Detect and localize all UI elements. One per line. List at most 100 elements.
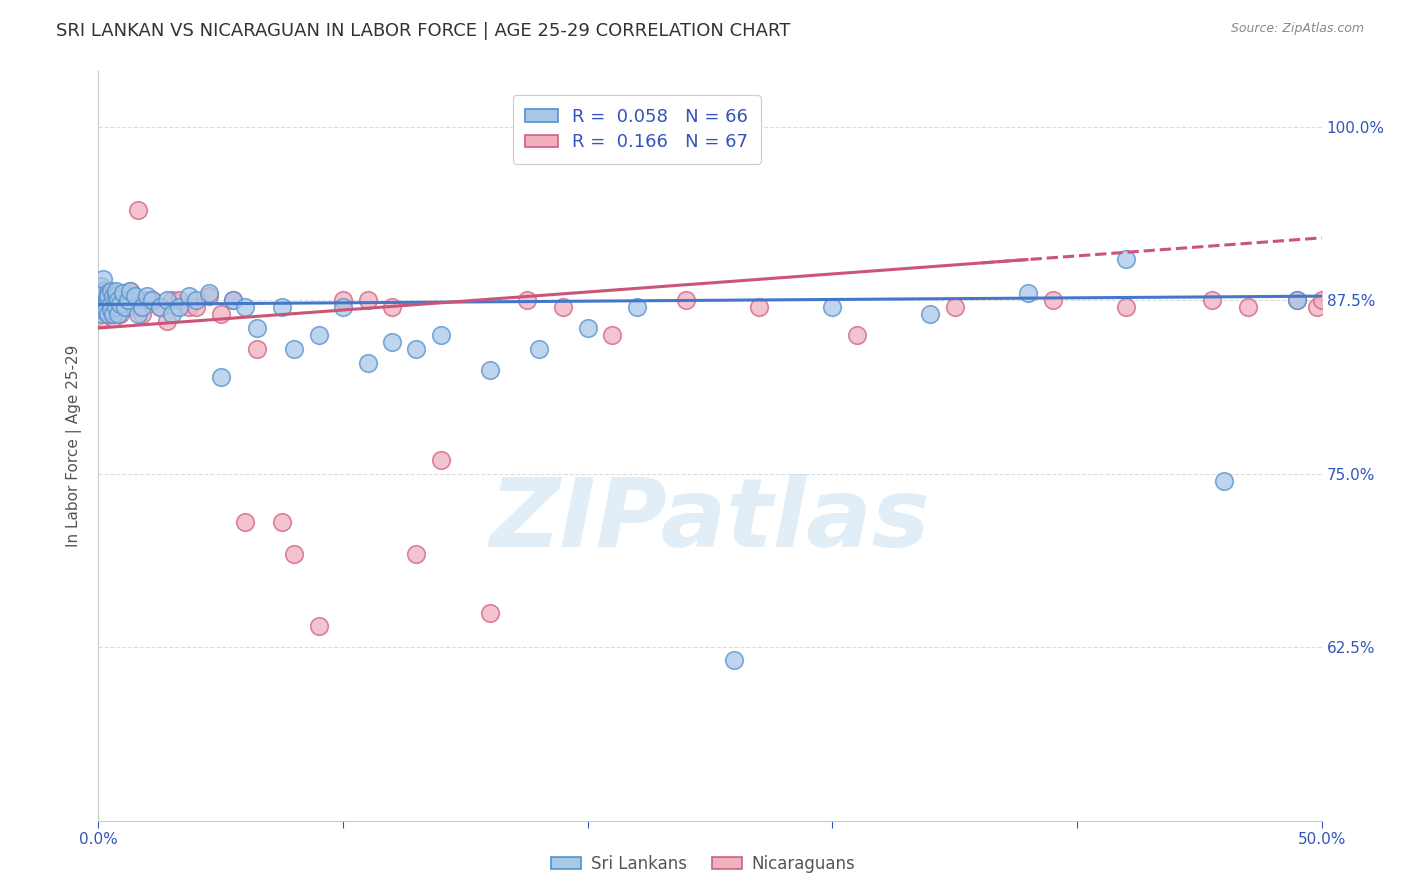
Point xyxy=(104,289,127,303)
Text: SRI LANKAN VS NICARAGUAN IN LABOR FORCE | AGE 25-29 CORRELATION CHART: SRI LANKAN VS NICARAGUAN IN LABOR FORCE … xyxy=(56,22,790,40)
Point xyxy=(1042,293,1064,308)
Point xyxy=(845,328,868,343)
Point xyxy=(920,307,942,321)
Text: ZIPatlas: ZIPatlas xyxy=(489,475,931,567)
Point xyxy=(430,328,453,343)
Point xyxy=(1237,300,1260,314)
Point xyxy=(821,300,844,314)
Point xyxy=(356,356,378,370)
Point xyxy=(527,342,550,356)
Legend: R =  0.058   N = 66, R =  0.166   N = 67: R = 0.058 N = 66, R = 0.166 N = 67 xyxy=(513,95,761,164)
Point xyxy=(177,300,200,314)
Point xyxy=(283,547,305,561)
Point xyxy=(97,293,120,308)
Point xyxy=(136,293,159,308)
Point xyxy=(97,307,120,321)
Point xyxy=(131,300,153,314)
Point xyxy=(114,293,136,308)
Point xyxy=(748,300,770,314)
Point xyxy=(91,297,114,311)
Point xyxy=(124,289,146,303)
Point xyxy=(101,311,124,326)
Point xyxy=(167,293,190,308)
Point xyxy=(1201,293,1223,308)
Point xyxy=(90,289,112,303)
Point xyxy=(270,300,294,314)
Point xyxy=(94,297,117,311)
Point xyxy=(91,289,114,303)
Point xyxy=(1017,286,1039,301)
Point xyxy=(94,303,117,318)
Point xyxy=(149,300,172,314)
Point xyxy=(1286,293,1309,308)
Point xyxy=(91,311,114,326)
Point xyxy=(600,328,623,343)
Point xyxy=(91,303,114,318)
Point xyxy=(94,293,117,308)
Point xyxy=(209,369,232,384)
Point xyxy=(233,300,256,314)
Point xyxy=(1310,293,1333,308)
Point xyxy=(90,300,112,314)
Legend: Sri Lankans, Nicaraguans: Sri Lankans, Nicaraguans xyxy=(544,848,862,880)
Point xyxy=(270,516,294,530)
Point xyxy=(156,293,179,308)
Point xyxy=(943,300,966,314)
Point xyxy=(626,300,648,314)
Point xyxy=(107,289,129,303)
Point xyxy=(110,307,132,321)
Point xyxy=(94,303,117,318)
Point xyxy=(356,293,378,308)
Point xyxy=(246,342,269,356)
Point xyxy=(104,300,127,314)
Point xyxy=(127,203,149,218)
Point xyxy=(478,606,501,620)
Point xyxy=(136,289,159,303)
Point xyxy=(107,293,129,308)
Point xyxy=(131,307,153,321)
Point xyxy=(478,362,501,376)
Point xyxy=(90,300,112,314)
Point xyxy=(209,307,232,321)
Point xyxy=(104,300,127,314)
Point xyxy=(1212,474,1234,488)
Point xyxy=(91,303,114,318)
Point xyxy=(100,307,122,321)
Y-axis label: In Labor Force | Age 25-29: In Labor Force | Age 25-29 xyxy=(66,345,83,547)
Point xyxy=(1286,293,1309,308)
Point xyxy=(553,300,575,314)
Point xyxy=(91,272,114,286)
Point xyxy=(107,307,129,321)
Point xyxy=(515,293,537,308)
Point xyxy=(90,293,112,308)
Point xyxy=(104,284,127,298)
Point xyxy=(332,293,354,308)
Point xyxy=(114,300,136,314)
Point xyxy=(90,307,112,321)
Point xyxy=(117,289,139,303)
Point xyxy=(283,342,305,356)
Point xyxy=(222,293,245,308)
Point xyxy=(160,307,183,321)
Point xyxy=(381,300,404,314)
Point xyxy=(120,284,142,298)
Point xyxy=(430,453,453,467)
Point xyxy=(100,297,122,311)
Point xyxy=(120,284,142,298)
Point xyxy=(222,293,245,308)
Point xyxy=(308,619,330,633)
Point xyxy=(233,516,256,530)
Point xyxy=(723,653,745,667)
Point xyxy=(381,334,404,349)
Point xyxy=(332,300,354,314)
Point xyxy=(186,293,208,308)
Point xyxy=(94,293,117,308)
Point xyxy=(90,279,112,293)
Point xyxy=(1115,252,1137,266)
Point xyxy=(97,300,120,314)
Point xyxy=(149,300,172,314)
Point xyxy=(101,289,124,303)
Point xyxy=(97,293,120,308)
Point xyxy=(90,286,112,301)
Point xyxy=(91,284,114,298)
